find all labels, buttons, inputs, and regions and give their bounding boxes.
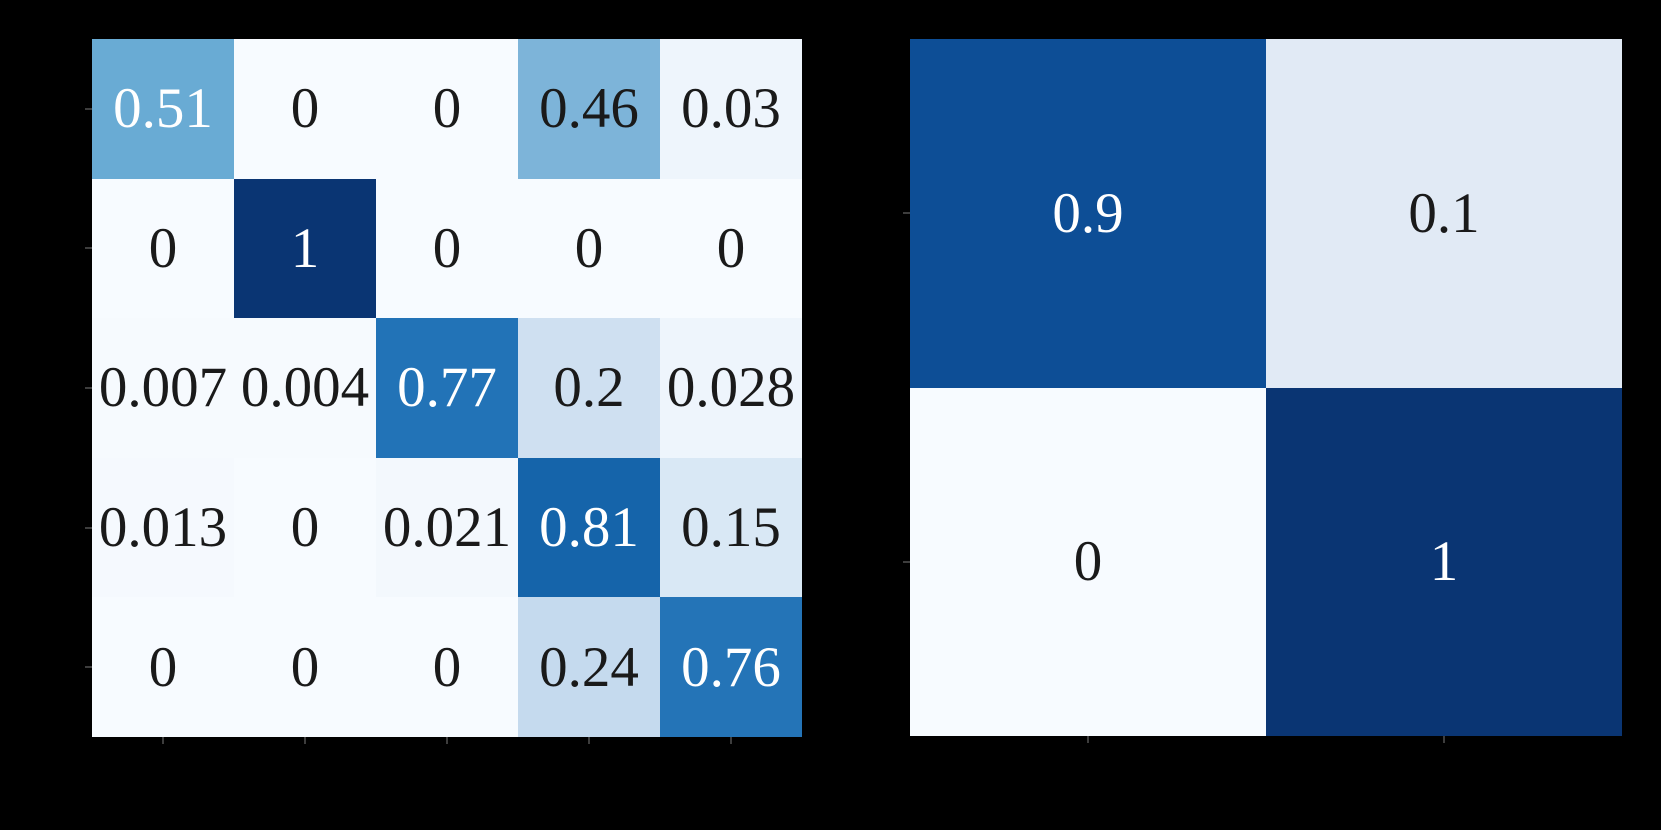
cell-value-label: 0: [1073, 530, 1103, 594]
cell-value-label: 0: [574, 216, 604, 280]
cell-value-label: 0.1: [1408, 181, 1480, 245]
x-axis-tick: [588, 737, 590, 744]
cell-value-label: 0.021: [382, 496, 512, 560]
x-axis-tick: [1443, 736, 1445, 743]
cell-value-label: 0.2: [553, 356, 625, 420]
heatmap-cell: 0.77: [376, 318, 518, 458]
heatmap-cell: 0.013: [92, 457, 234, 598]
heatmap-cell: 0: [910, 387, 1266, 736]
heatmap-cell: 0: [660, 178, 802, 319]
heatmap-cell: 1: [234, 178, 376, 319]
cell-value-label: 0: [290, 635, 320, 699]
cell-value-label: 0.76: [681, 635, 781, 699]
heatmap-cell: 0.9: [910, 39, 1266, 388]
x-axis-tick: [446, 737, 448, 744]
cell-value-label: 0.15: [681, 496, 781, 560]
heatmap-cell: 0.15: [660, 457, 802, 598]
cell-value-label: 0: [148, 635, 178, 699]
cell-value-label: 0: [432, 635, 462, 699]
y-axis-tick: [903, 212, 910, 215]
cell-value-label: 0.013: [98, 496, 228, 560]
x-axis-tick: [304, 737, 306, 744]
cell-value-label: 0.24: [539, 635, 639, 699]
y-axis-tick: [903, 560, 910, 563]
cell-value-label: 0.51: [113, 77, 213, 141]
x-axis-tick: [162, 737, 164, 744]
heatmap-cell: 0.028: [660, 318, 802, 458]
heatmap-cell: 0.03: [660, 39, 802, 179]
heatmap-cell: 0.51: [92, 39, 234, 179]
x-axis-tick: [1087, 736, 1089, 743]
y-axis-tick: [85, 247, 92, 250]
heatmap-cell: 0: [376, 597, 518, 737]
heatmap-cell: 0.76: [660, 597, 802, 737]
cell-value-label: 0.9: [1052, 181, 1124, 245]
y-axis-tick: [85, 107, 92, 110]
heatmap-right-2x2: 0.9 0.1 0 1: [903, 39, 1622, 743]
heatmap-cell: 0.007: [92, 318, 234, 458]
x-axis-tick: [730, 737, 732, 744]
cell-value-label: 0.028: [666, 356, 796, 420]
cell-value-label: 0: [290, 77, 320, 141]
cell-value-label: 0: [148, 216, 178, 280]
cell-value-label: 0.007: [98, 356, 228, 420]
heatmap-cell: 0: [518, 178, 660, 319]
y-axis-tick: [85, 387, 92, 389]
heatmap-cell: 0.004: [234, 318, 376, 458]
cell-value-label: 1: [1429, 530, 1459, 594]
heatmap-cell: 0: [234, 597, 376, 737]
heatmap-cell: 0: [376, 178, 518, 319]
cell-value-label: 0.77: [397, 356, 497, 420]
cell-value-label: 0: [432, 77, 462, 141]
y-axis-tick: [85, 666, 92, 669]
cell-value-label: 0.03: [681, 77, 781, 141]
heatmap-cell: 0: [92, 178, 234, 319]
heatmap-cell: 0.46: [518, 39, 660, 179]
heatmap-cell: 1: [1266, 387, 1622, 736]
heatmap-cell: 0.2: [518, 318, 660, 458]
y-axis-tick: [85, 526, 92, 529]
cell-value-label: 0: [716, 216, 746, 280]
heatmap-cell: 0: [234, 39, 376, 179]
cell-value-label: 1: [290, 216, 320, 280]
cell-value-label: 0.46: [539, 77, 639, 141]
heatmap-cell: 0: [234, 457, 376, 598]
heatmap-cell: 0.24: [518, 597, 660, 737]
heatmap-left-5x5: 0.51 0 0 0.46 0.03 0 1 0 0 0 0.007 0.004 0.77 0.2 0.02…: [85, 39, 802, 744]
cell-value-label: 0: [290, 496, 320, 560]
heatmap-cell: 0: [376, 39, 518, 179]
heatmap-cell: 0.81: [518, 457, 660, 598]
cell-value-label: 0.004: [240, 356, 370, 420]
heatmap-cell: 0: [92, 597, 234, 737]
cell-value-label: 0: [432, 216, 462, 280]
heatmap-cell: 0.021: [376, 457, 518, 598]
cell-value-label: 0.81: [539, 496, 639, 560]
heatmap-cell: 0.1: [1266, 39, 1622, 388]
